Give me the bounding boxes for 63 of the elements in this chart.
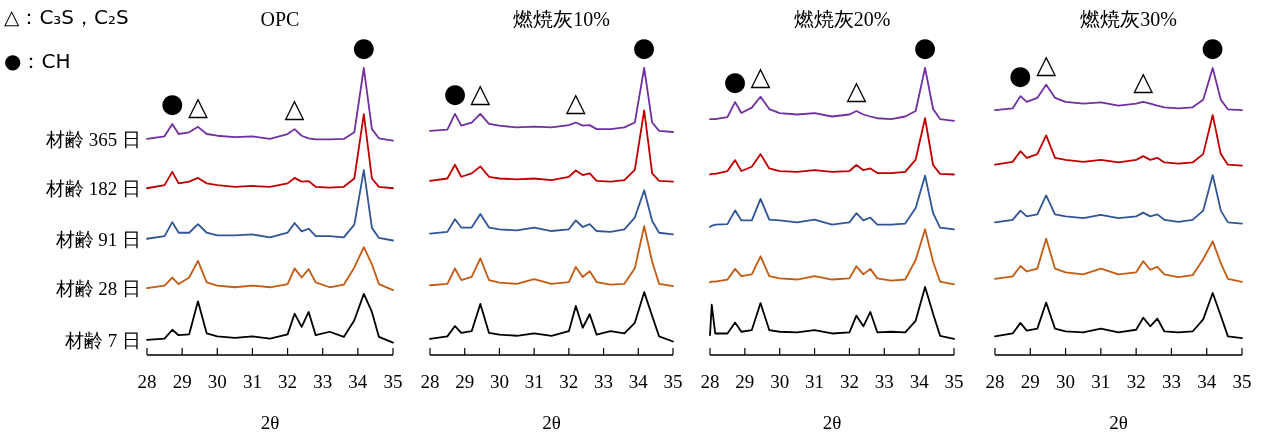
x-axis-title: 2θ xyxy=(260,412,280,433)
annotation: ● xyxy=(1201,32,1225,62)
annotation: ● xyxy=(1009,60,1032,91)
series-label: 材齢 28 日 xyxy=(54,278,141,300)
x-tick-label: 31 xyxy=(1091,371,1111,392)
x-tick-label: 34 xyxy=(628,371,649,392)
x-tick-label: 33 xyxy=(1161,371,1181,392)
x-tick-label: 28 xyxy=(700,371,720,392)
annotation: △ xyxy=(750,60,771,91)
x-tick-label: 28 xyxy=(137,371,157,392)
x-tick-label: 32 xyxy=(839,371,859,392)
series-label: 材齢 365 日 xyxy=(45,128,141,150)
x-tick-label: 35 xyxy=(663,371,683,392)
x-tick-label: 31 xyxy=(242,371,262,392)
x-tick-label: 30 xyxy=(489,371,509,392)
x-tick-label: 31 xyxy=(524,371,544,392)
x-tick-label: 30 xyxy=(770,371,790,392)
annotation: △ xyxy=(1036,48,1057,79)
x-axis-title: 2θ xyxy=(1109,412,1128,433)
annotation: ● xyxy=(443,77,467,108)
annotation: △ xyxy=(284,93,305,124)
x-tick-label: 32 xyxy=(559,371,579,392)
annotation: △ xyxy=(187,90,208,121)
x-tick-label: 29 xyxy=(172,371,192,392)
x-tick-label: 33 xyxy=(874,371,894,392)
annotation: ● xyxy=(160,87,184,118)
x-tick-label: 29 xyxy=(1020,371,1040,392)
x-tick-label: 29 xyxy=(735,371,755,392)
x-tick-label: 35 xyxy=(1232,371,1252,392)
x-tick-label: 32 xyxy=(278,371,298,392)
annotation: △ xyxy=(565,86,586,117)
x-tick-label: 34 xyxy=(348,371,368,392)
x-tick-label: 30 xyxy=(207,371,227,392)
annotation: △ xyxy=(470,77,491,108)
annotation: △ xyxy=(846,75,867,106)
chart-title: 燃焼灰20% xyxy=(793,8,891,30)
x-tick-label: 32 xyxy=(1126,371,1146,392)
x-tick-label: 31 xyxy=(805,371,825,392)
x-tick-label: 34 xyxy=(1197,371,1217,392)
x-tick-label: 30 xyxy=(1056,371,1076,392)
series-label: 材齢 7 日 xyxy=(64,329,141,351)
annotation: ● xyxy=(723,66,747,97)
annotation: ● xyxy=(352,32,376,62)
annotation: ● xyxy=(913,32,937,62)
x-axis-title: 2θ xyxy=(822,412,842,433)
x-tick-label: 35 xyxy=(944,371,964,392)
annotation: ● xyxy=(632,32,656,62)
x-tick-label: 29 xyxy=(455,371,475,392)
text: △：C₃S，C₂S xyxy=(4,5,129,29)
text: ●：CH xyxy=(4,49,71,73)
x-tick-label: 28 xyxy=(985,371,1005,392)
x-tick-label: 33 xyxy=(594,371,614,392)
chart-title: 燃焼灰10% xyxy=(513,8,610,30)
series-label: 材齢 91 日 xyxy=(54,228,141,250)
chart-title: 燃焼灰30% xyxy=(1080,8,1177,30)
annotation: △ xyxy=(1133,65,1154,96)
x-axis-title: 2θ xyxy=(542,412,561,433)
x-tick-label: 28 xyxy=(420,371,440,392)
chart-title: OPC xyxy=(260,8,300,30)
x-tick-label: 34 xyxy=(909,371,930,392)
x-tick-label: 35 xyxy=(383,371,403,392)
x-tick-label: 33 xyxy=(313,371,333,392)
series-label: 材齢 182 日 xyxy=(45,178,141,200)
